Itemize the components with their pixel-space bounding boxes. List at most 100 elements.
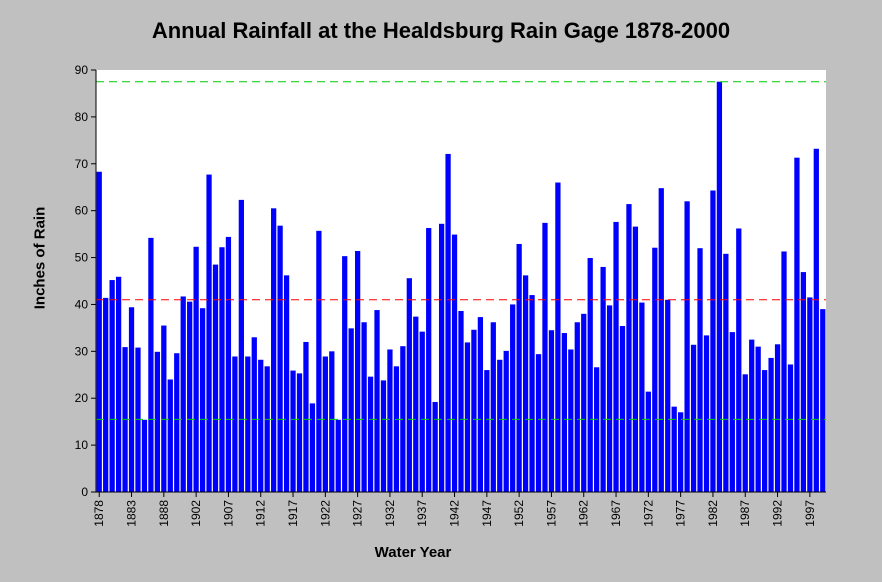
bar xyxy=(581,313,587,492)
x-tick-label: 1922 xyxy=(318,500,332,527)
bar xyxy=(238,199,244,492)
bar xyxy=(342,256,348,492)
bar xyxy=(568,349,574,492)
bar xyxy=(800,272,807,492)
bar xyxy=(690,344,697,492)
bar xyxy=(161,325,167,492)
bar xyxy=(471,329,477,492)
x-tick-label: 1883 xyxy=(125,500,139,527)
bar xyxy=(710,190,716,492)
bar xyxy=(232,356,238,492)
bar xyxy=(438,223,445,493)
bar xyxy=(154,351,160,492)
bar xyxy=(477,317,484,492)
bar xyxy=(148,237,154,492)
x-tick-label: 1962 xyxy=(577,500,591,527)
bar xyxy=(258,359,264,492)
x-tick-label: 1987 xyxy=(738,500,752,527)
bar xyxy=(529,295,535,492)
x-tick-label: 1902 xyxy=(189,500,203,527)
bar xyxy=(813,148,819,492)
bar xyxy=(729,332,735,492)
bar xyxy=(283,275,290,492)
bar xyxy=(296,373,303,492)
bar xyxy=(413,316,419,492)
x-tick-label: 1878 xyxy=(92,500,106,527)
bar xyxy=(335,419,341,492)
bar xyxy=(716,81,723,492)
bar xyxy=(419,331,425,492)
x-tick-label: 1907 xyxy=(221,500,235,527)
bar xyxy=(367,376,374,492)
y-ticks: 0 10 20 30 40 50 60 70 80 90 xyxy=(75,63,96,499)
bar xyxy=(516,243,522,492)
bar xyxy=(736,228,742,493)
bar xyxy=(193,246,199,492)
bar xyxy=(665,299,671,492)
y-tick-label: 90 xyxy=(75,63,89,77)
bar xyxy=(671,406,677,492)
x-tick-label: 1997 xyxy=(803,500,817,527)
bar xyxy=(626,204,632,492)
bar xyxy=(374,310,380,492)
bar xyxy=(794,157,800,492)
bar xyxy=(187,301,193,492)
bar xyxy=(555,182,561,492)
bar xyxy=(309,403,316,492)
x-tick-label: 1917 xyxy=(286,500,300,527)
bar xyxy=(606,305,613,492)
x-tick-label: 1972 xyxy=(641,500,655,527)
x-axis-label: Water Year xyxy=(374,544,452,561)
y-tick-label: 30 xyxy=(75,344,89,358)
x-tick-label: 1967 xyxy=(609,500,623,527)
y-tick-label: 80 xyxy=(75,110,89,124)
bar xyxy=(645,391,651,492)
bar xyxy=(432,401,438,492)
x-tick-label: 1957 xyxy=(544,500,558,527)
bar xyxy=(652,247,658,492)
bar xyxy=(290,370,296,492)
bar xyxy=(522,275,529,492)
bar xyxy=(141,419,148,492)
bar xyxy=(749,339,755,492)
bar xyxy=(445,153,451,492)
bar xyxy=(174,353,180,492)
y-tick-label: 70 xyxy=(75,157,89,171)
bar xyxy=(199,308,206,492)
bar xyxy=(497,359,503,492)
bar xyxy=(329,351,335,492)
bar xyxy=(574,322,580,492)
y-tick-label: 0 xyxy=(81,485,88,499)
x-tick-label: 1947 xyxy=(480,500,494,527)
bar xyxy=(115,276,122,492)
bar xyxy=(316,230,322,492)
bar xyxy=(426,228,432,492)
bar xyxy=(451,234,458,492)
bar xyxy=(587,258,593,492)
bar xyxy=(742,374,748,492)
bar xyxy=(600,266,606,492)
bar xyxy=(755,346,761,492)
bar xyxy=(542,222,548,493)
y-tick-label: 60 xyxy=(75,204,89,218)
bar xyxy=(277,225,283,493)
bar xyxy=(96,171,102,492)
bar xyxy=(768,357,774,492)
x-tick-label: 1982 xyxy=(706,500,720,527)
bar xyxy=(639,302,645,492)
x-tick-label: 1932 xyxy=(383,500,397,527)
bar xyxy=(678,412,684,492)
bar xyxy=(464,342,471,492)
bar xyxy=(225,236,232,492)
x-tick-label: 1888 xyxy=(157,500,171,527)
bar xyxy=(361,322,367,492)
bar xyxy=(322,356,328,492)
y-tick-label: 10 xyxy=(75,438,89,452)
bar xyxy=(271,208,277,492)
bar xyxy=(180,296,186,492)
bar xyxy=(762,370,768,492)
bar xyxy=(807,297,813,492)
x-tick-label: 1927 xyxy=(351,500,365,527)
x-tick-label: 1912 xyxy=(254,500,268,527)
bar xyxy=(510,304,516,492)
